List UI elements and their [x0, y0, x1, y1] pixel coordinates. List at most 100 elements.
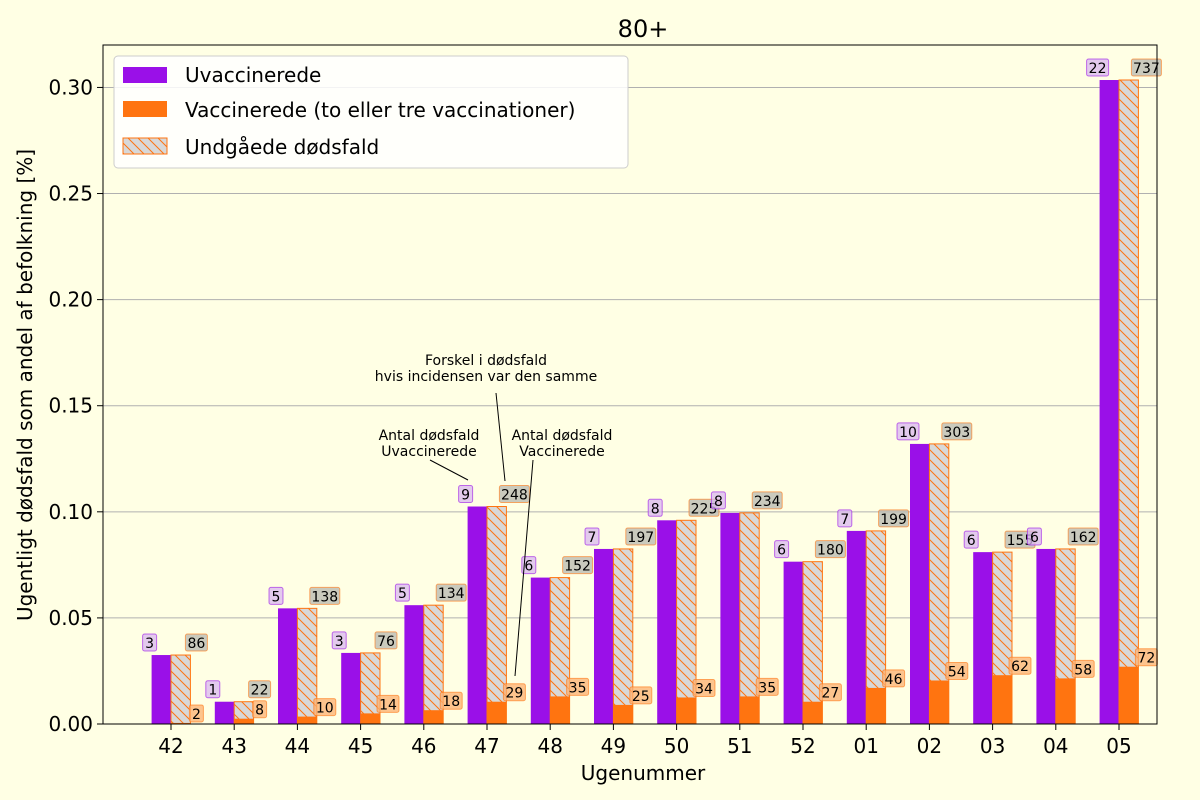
data-label-uvaccinerede-box: [268, 586, 284, 605]
x-tick-label: 02: [917, 734, 942, 758]
bar-undgaede: [360, 652, 381, 725]
data-label-undgaede: 197: [627, 530, 654, 546]
data-label-uvaccinerede: 7: [840, 512, 849, 528]
data-label-vaccinerede: 10: [316, 701, 334, 717]
annotation-arrow-vaccinerede: [514, 459, 534, 677]
bar-uvaccinerede: [657, 520, 677, 724]
data-label-undgaede-box: [435, 583, 467, 602]
data-label-undgaede: 303: [943, 425, 970, 441]
bar-vaccinerede: [676, 697, 696, 724]
data-label-uvaccinerede-box: [774, 540, 790, 559]
x-tick-label: 49: [601, 734, 626, 758]
data-label-uvaccinerede-box: [963, 530, 979, 549]
data-label-undgaede: 737: [1133, 61, 1160, 77]
data-label-uvaccinerede: 6: [524, 559, 533, 575]
data-label-uvaccinerede: 5: [272, 589, 281, 605]
data-label-vaccinerede-box: [1008, 656, 1032, 675]
bar-vaccinerede: [1055, 678, 1076, 724]
x-tick-label: 44: [285, 734, 310, 758]
data-label-undgaede: 225: [691, 501, 718, 517]
bar-vaccinerede: [550, 696, 570, 724]
data-label-undgaede: 180: [817, 543, 844, 559]
data-label-uvaccinerede-box: [458, 485, 474, 504]
data-label-vaccinerede: 2: [192, 707, 201, 723]
data-label-vaccinerede-box: [629, 686, 653, 705]
data-label-vaccinerede-box: [376, 694, 400, 713]
data-label-undgaede-box: [562, 556, 594, 575]
data-label-undgaede: 152: [564, 559, 591, 575]
data-label-uvaccinerede-box: [837, 509, 853, 528]
data-label-vaccinerede: 72: [1137, 651, 1155, 667]
data-label-undgaede-box: [625, 527, 657, 546]
bar-uvaccinerede: [341, 652, 361, 724]
y-axis-label: Ugentligt dødsfald som andel af befolkni…: [13, 149, 37, 621]
legend-swatch-uvaccinerede: [123, 67, 167, 83]
legend-label-vaccinerede: Vaccinerede (to eller tre vaccinationer): [185, 98, 575, 122]
data-label-undgaede: 234: [754, 494, 781, 510]
legend-swatch-undgaede: [122, 137, 168, 155]
bar-undgaede: [1118, 79, 1139, 725]
data-label-vaccinerede: 54: [948, 665, 966, 681]
data-label-vaccinerede-box: [755, 677, 779, 696]
x-tick-label: 52: [790, 734, 815, 758]
data-label-undgaede: 248: [501, 488, 528, 504]
bar-uvaccinerede: [910, 443, 930, 724]
bar-vaccinerede: [297, 716, 317, 724]
data-label-undgaede-box: [814, 540, 846, 559]
data-label-undgaede: 199: [880, 512, 907, 528]
data-label-uvaccinerede: 22: [1089, 61, 1107, 77]
data-label-uvaccinerede-box: [205, 680, 221, 699]
bar-uvaccinerede: [467, 506, 487, 724]
bar-uvaccinerede: [1036, 548, 1056, 724]
x-tick-label: 03: [980, 734, 1005, 758]
bar-uvaccinerede: [973, 552, 993, 724]
x-axis-label: Ugenummer: [581, 761, 706, 785]
data-label-vaccinerede: 58: [1074, 662, 1092, 678]
data-label-vaccinerede-box: [313, 698, 337, 717]
data-label-vaccinerede-box: [692, 678, 716, 697]
data-label-uvaccinerede: 5: [398, 586, 407, 602]
bar-uvaccinerede: [846, 530, 867, 724]
data-label-uvaccinerede: 10: [899, 425, 917, 441]
data-label-vaccinerede-box: [439, 691, 463, 710]
data-label-uvaccinerede: 6: [777, 543, 786, 559]
x-tick-label: 50: [664, 734, 689, 758]
data-label-uvaccinerede-box: [331, 631, 347, 650]
data-label-undgaede-box: [1130, 58, 1162, 77]
data-label-undgaede-box: [498, 485, 530, 504]
bar-vaccinerede: [739, 696, 760, 724]
data-label-vaccinerede-box: [566, 677, 590, 696]
bar-uvaccinerede: [214, 701, 235, 724]
bar-uvaccinerede: [1099, 80, 1119, 725]
bar-vaccinerede: [423, 710, 444, 724]
data-label-vaccinerede: 35: [569, 680, 587, 696]
x-tick-label: 05: [1106, 734, 1131, 758]
data-label-uvaccinerede-box: [142, 633, 158, 652]
data-label-vaccinerede: 29: [505, 686, 523, 702]
bar-vaccinerede: [866, 687, 886, 724]
bar-vaccinerede: [1119, 666, 1139, 724]
bar-uvaccinerede: [720, 512, 740, 724]
annotations: Antal dødsfald Uvaccinerede Forskel i død…: [375, 353, 612, 677]
data-label-undgaede-box: [1067, 527, 1099, 546]
data-label-vaccinerede-box: [818, 683, 842, 702]
x-tick-label: 47: [474, 734, 499, 758]
data-label-vaccinerede: 8: [255, 703, 264, 719]
data-label-vaccinerede: 34: [695, 681, 713, 697]
data-label-undgaede: 76: [377, 634, 395, 650]
x-tick-label: 51: [727, 734, 752, 758]
bar-vaccinerede: [929, 680, 949, 724]
data-label-vaccinerede: 46: [885, 672, 903, 688]
bar-vaccinerede: [360, 713, 380, 724]
data-label-undgaede-box: [184, 633, 208, 652]
legend-label-uvaccinerede: Uvaccinerede: [185, 63, 321, 87]
legend: Uvaccinerede Vaccinerede (to eller tre v…: [113, 55, 629, 169]
bar-vaccinerede: [487, 701, 507, 724]
bar-uvaccinerede: [278, 608, 298, 724]
data-label-undgaede-box: [248, 680, 272, 699]
data-label-undgaede: 134: [438, 586, 465, 602]
data-label-undgaede-box: [878, 509, 910, 528]
data-label-undgaede: 22: [251, 683, 269, 699]
bar-vaccinerede: [234, 718, 254, 724]
